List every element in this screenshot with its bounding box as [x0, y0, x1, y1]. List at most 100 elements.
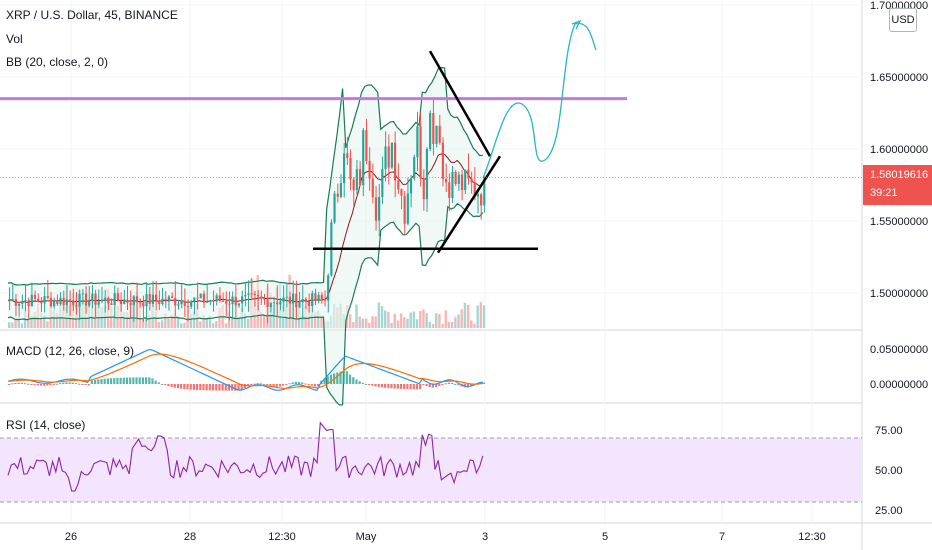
candle-body: [158, 300, 161, 305]
macd-histogram-bar: [135, 377, 138, 384]
volume-bar: [164, 313, 167, 328]
volume-bar: [422, 309, 425, 328]
volume-bar: [237, 318, 240, 328]
macd-histogram-bar: [125, 377, 129, 384]
macd-histogram-bar: [358, 381, 361, 384]
volume-bar: [55, 313, 59, 328]
candle-body: [177, 304, 180, 306]
candle-body: [244, 295, 247, 297]
macd-histogram-bar: [103, 378, 106, 384]
candle-body: [266, 299, 269, 308]
time-tick-label: May: [356, 531, 377, 543]
macd-histogram-bar: [399, 384, 403, 389]
macd-histogram-bar: [377, 384, 380, 387]
macd-histogram-bar: [189, 384, 192, 390]
candle-body: [33, 294, 37, 299]
candle-body: [161, 298, 164, 305]
macd-histogram-bar: [291, 382, 294, 384]
candle-body: [260, 296, 263, 299]
macd-histogram-bar: [78, 383, 81, 385]
rsi-pane: [0, 421, 862, 503]
candle-body: [349, 158, 352, 180]
macd-histogram-bar: [435, 384, 438, 388]
currency-button[interactable]: USD: [889, 8, 917, 32]
volume-bar: [352, 322, 355, 328]
candle-body: [441, 142, 444, 180]
macd-histogram-bar: [224, 384, 227, 391]
candle-body: [94, 293, 97, 305]
macd-legend[interactable]: MACD (12, 26, close, 9): [6, 344, 135, 358]
volume-bar: [180, 323, 183, 328]
candle-body: [205, 301, 209, 303]
candle-body: [409, 178, 413, 194]
candle-body: [100, 299, 103, 302]
volume-bar: [457, 314, 460, 328]
macd-histogram-bar: [122, 377, 125, 384]
volume-bar: [145, 316, 148, 328]
candle-body: [231, 296, 234, 304]
candle-body: [145, 294, 148, 307]
volume-bar: [441, 323, 444, 328]
macd-histogram-bar: [167, 384, 170, 387]
volume-bar: [454, 317, 457, 328]
volume-legend[interactable]: Vol: [6, 32, 23, 46]
projection-arrowhead: [571, 19, 582, 30]
volume-bar: [403, 317, 406, 328]
candle-body: [11, 299, 14, 301]
candle-body: [8, 300, 11, 302]
volume-bar: [310, 312, 314, 328]
volume-bar: [211, 323, 215, 328]
volume-bar: [218, 307, 221, 328]
volume-bar: [205, 319, 208, 328]
volume-bar: [476, 305, 479, 328]
volume-bar: [431, 323, 435, 328]
macd-histogram-bar: [138, 377, 141, 384]
candles: [8, 98, 486, 324]
macd-histogram-bar: [288, 383, 291, 385]
volume-bar: [380, 306, 384, 328]
candle-body: [190, 301, 193, 307]
macd-histogram-bar: [218, 384, 221, 391]
volume-bar: [460, 309, 463, 328]
candle-body: [62, 297, 65, 306]
macd-histogram-bar: [444, 383, 447, 385]
candle-body: [91, 293, 94, 302]
candle-body: [292, 293, 295, 304]
candle-body: [75, 304, 78, 307]
bb-lower-band: [7, 202, 484, 406]
macd-histogram-bar: [36, 384, 39, 386]
candle-body: [24, 300, 27, 302]
macd-histogram-bar: [33, 384, 36, 385]
candle-body: [135, 296, 139, 303]
candle-body: [435, 125, 438, 145]
macd-histogram-bar: [374, 384, 377, 387]
macd-histogram-bar: [482, 382, 485, 384]
macd-histogram-bar: [52, 384, 55, 385]
macd-histogram-bar: [221, 384, 224, 391]
macd-histogram-bar: [310, 384, 313, 386]
macd-histogram-bar: [227, 384, 231, 391]
macd-histogram-bar: [176, 384, 180, 389]
candle-body: [397, 180, 400, 190]
triangle-lower-trendline: [436, 155, 502, 254]
time-tick-label: 28: [184, 531, 196, 543]
rsi-legend[interactable]: RSI (14, close): [6, 418, 86, 432]
candle-body: [30, 294, 33, 307]
volume-bar: [39, 312, 43, 328]
symbol-title[interactable]: XRP / U.S. Dollar, 45, BINANCE: [6, 8, 178, 22]
volume-bar: [33, 312, 36, 328]
candle-body: [476, 194, 480, 197]
price-tick-label: 1.65000000: [870, 72, 928, 84]
macd-tick-label: 0.00000000: [870, 379, 928, 391]
volume-bar: [444, 310, 447, 328]
volume-bar: [43, 314, 46, 328]
macd-histogram-bar: [30, 384, 33, 385]
candle-body: [119, 300, 123, 305]
bollinger-bands-legend[interactable]: BB (20, close, 2, 0): [6, 55, 109, 69]
candle-body: [314, 293, 317, 301]
candle-body: [174, 297, 177, 306]
macd-histogram-bar: [447, 382, 450, 384]
volume-bar: [396, 320, 400, 328]
candle-body: [65, 299, 68, 306]
